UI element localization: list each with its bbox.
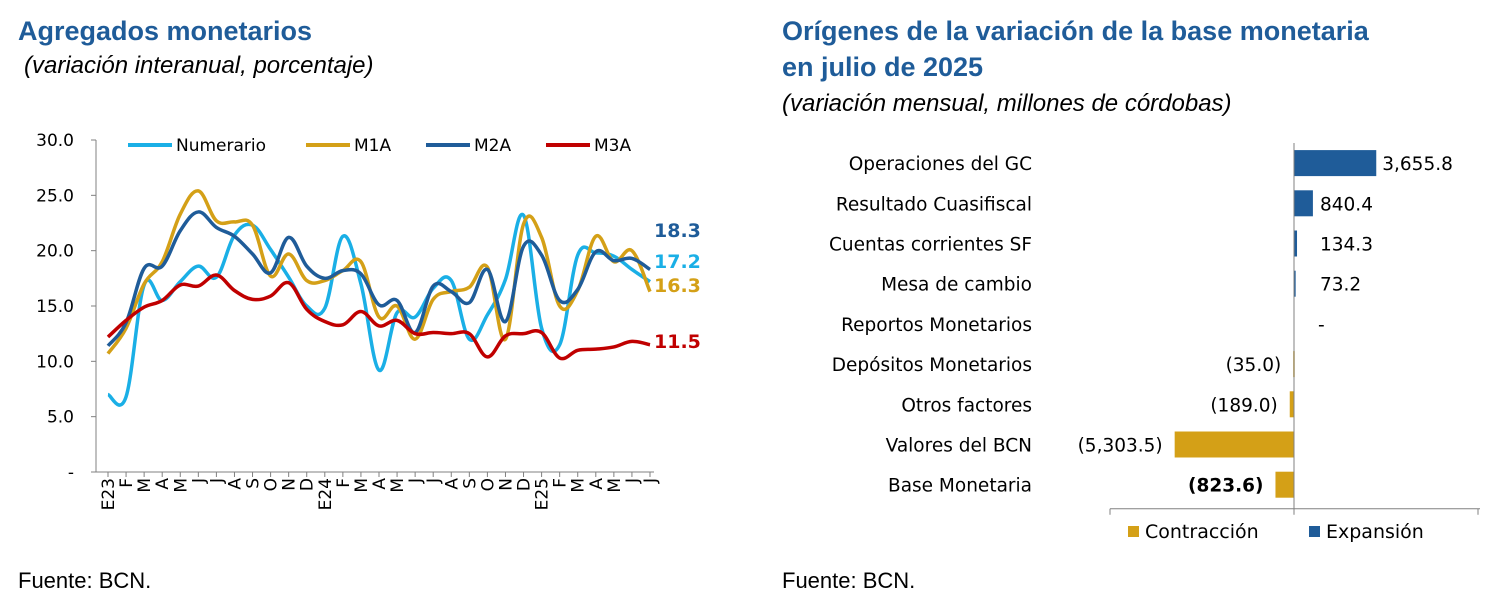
data-label: (189.0) <box>1210 395 1277 416</box>
x-tick-label: J <box>406 478 426 484</box>
series-line-m1a <box>106 189 652 355</box>
x-tick-label: A <box>370 478 390 490</box>
category-label: Resultado Cuasifiscal <box>836 194 1032 215</box>
y-tick-label: 30.0 <box>36 131 74 151</box>
bar <box>1294 270 1296 297</box>
y-tick-label: 5.0 <box>47 408 74 428</box>
legend-label: Expansión <box>1326 521 1424 543</box>
x-tick-label: F <box>551 478 571 488</box>
x-tick-label: D <box>298 478 318 491</box>
category-label: Operaciones del GC <box>849 154 1032 175</box>
data-label: (823.6) <box>1188 476 1263 497</box>
right-source: Fuente: BCN. <box>782 568 916 593</box>
left-chart-title: Agregados monetarios <box>18 16 313 46</box>
legend-swatch <box>1309 526 1320 537</box>
end-value-label: 16.3 <box>654 275 701 297</box>
data-label: 840.4 <box>1320 194 1373 215</box>
category-label: Base Monetaria <box>888 476 1032 497</box>
data-label: 73.2 <box>1320 275 1361 296</box>
x-tick-label: F <box>117 478 137 488</box>
y-tick-label: - <box>68 463 74 483</box>
category-label: Valores del BCN <box>886 436 1032 457</box>
category-label: Reportos Monetarios <box>841 315 1032 336</box>
legend-label: Contracción <box>1145 521 1259 543</box>
series-line-m3a <box>106 273 651 361</box>
x-tick-label: E24 <box>316 478 336 510</box>
x-tick-label: M <box>569 478 589 493</box>
x-tick-label: A <box>587 478 607 490</box>
legend-label: Numerario <box>176 136 266 156</box>
x-tick-label: A <box>442 478 462 490</box>
x-tick-label: O <box>478 478 498 491</box>
x-tick-label: J <box>207 478 227 484</box>
right-bar-chart: Operaciones del GC 3,655.8 Resultado Cuasi… <box>829 143 1480 543</box>
bar <box>1294 230 1298 257</box>
x-tick-label: O <box>262 478 282 491</box>
legend-label: M3A <box>594 136 631 156</box>
bar <box>1275 471 1294 498</box>
y-tick-label: 20.0 <box>36 242 74 262</box>
x-tick-label: J <box>189 478 209 484</box>
x-tick-label: E25 <box>533 478 553 510</box>
right-chart-title-line1: Orígenes de la variación de la base mone… <box>782 16 1369 46</box>
x-tick-label: S <box>244 478 264 489</box>
x-tick-label: N <box>496 478 516 491</box>
data-label: - <box>1318 315 1325 336</box>
x-tick-label: J <box>424 478 444 484</box>
left-line-chart: -5.010.015.020.025.030.0E23FMAMJJASONDE2… <box>36 131 701 510</box>
x-tick-label: J <box>623 478 643 484</box>
data-label: 3,655.8 <box>1382 154 1453 175</box>
y-tick-label: 10.0 <box>36 352 74 372</box>
bar <box>1294 150 1377 177</box>
y-tick-label: 15.0 <box>36 297 74 317</box>
end-value-label: 18.3 <box>654 220 701 242</box>
x-tick-label: E23 <box>99 478 119 510</box>
left-chart-subtitle: (variación interanual, porcentaje) <box>24 52 374 79</box>
category-label: Cuentas corrientes SF <box>829 235 1032 256</box>
data-label: (35.0) <box>1226 355 1282 376</box>
x-tick-label: S <box>460 478 480 489</box>
bar <box>1174 431 1294 458</box>
category-label: Mesa de cambio <box>881 275 1032 296</box>
x-tick-label: F <box>334 478 354 488</box>
legend-swatch <box>1128 526 1139 537</box>
x-tick-label: M <box>352 478 372 493</box>
series-line-m2a <box>106 210 651 347</box>
right-chart-title-line2: en julio de 2025 <box>782 52 984 82</box>
bar <box>1289 391 1294 418</box>
x-tick-label: M <box>605 478 625 493</box>
x-tick-label: A <box>225 478 245 490</box>
series-line-numerario <box>106 212 651 407</box>
x-tick-label: M <box>388 478 408 493</box>
data-label: (5,303.5) <box>1078 436 1163 457</box>
data-label: 134.3 <box>1320 235 1373 256</box>
y-tick-label: 25.0 <box>36 186 74 206</box>
category-label: Depósitos Monetarios <box>832 355 1032 376</box>
end-value-label: 17.2 <box>654 251 701 273</box>
x-tick-label: M <box>135 478 155 493</box>
x-tick-label: D <box>515 478 535 491</box>
legend-label: M1A <box>354 136 391 156</box>
right-chart-subtitle: (variación mensual, millones de córdobas… <box>782 90 1232 117</box>
x-tick-label: M <box>171 478 191 493</box>
x-tick-label: J <box>641 478 661 484</box>
end-value-label: 11.5 <box>654 331 701 353</box>
x-tick-label: N <box>280 478 300 491</box>
legend-label: M2A <box>474 136 511 156</box>
bar <box>1294 190 1313 217</box>
left-source: Fuente: BCN. <box>18 568 152 593</box>
x-tick-label: A <box>153 478 173 490</box>
category-label: Otros factores <box>901 395 1032 416</box>
